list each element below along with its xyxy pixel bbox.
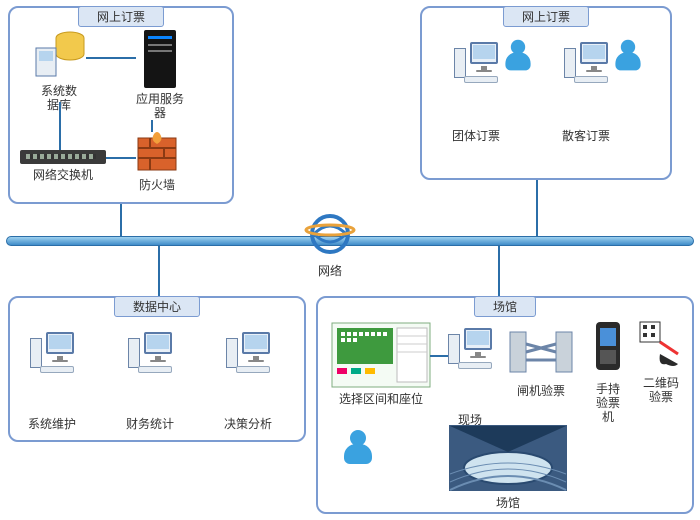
node-database: 系统数 据库 [32, 30, 86, 113]
network-label: 网络 [302, 265, 358, 279]
node-individual-booking: 散客订票 [562, 42, 610, 144]
node-decision: 决策分析 [224, 332, 272, 432]
group-data-center: 数据中心 系统维护 财务统计 决策分析 [8, 296, 306, 442]
node-label: 系统数 据库 [32, 85, 86, 113]
node-firewall: 防火墙 [136, 132, 178, 193]
connector [498, 245, 500, 297]
node-label: 手持 验票 机 [590, 383, 626, 424]
node-finance: 财务统计 [126, 332, 174, 432]
group-online-booking-client: 网上订票 团体订票 散客订票 [420, 6, 672, 180]
group-title: 网上订票 [503, 6, 589, 27]
node-maintenance: 系统维护 [28, 332, 76, 432]
node-label: 闸机验票 [506, 385, 576, 399]
node-group-booking: 团体订票 [452, 42, 500, 144]
node-label: 团体订票 [452, 130, 500, 144]
node-label: 应用服务 器 [136, 93, 184, 121]
node-switch: 网络交换机 [20, 150, 106, 183]
group-title: 数据中心 [114, 296, 200, 317]
node-handheld: 手持 验票 机 [590, 320, 626, 424]
node-label: 网络交换机 [20, 169, 106, 183]
seat-user-icon [340, 428, 376, 468]
connector [536, 180, 538, 237]
node-app-server: 应用服务 器 [136, 30, 184, 121]
node-gate: 闸机验票 [506, 322, 576, 399]
node-qr: 二维码 验票 [638, 320, 684, 405]
node-label: 财务统计 [126, 418, 174, 432]
node-seat-selection: 选择区间和座位 [328, 322, 434, 407]
node-label: 系统维护 [28, 418, 76, 432]
node-venue-image: 场馆 [448, 424, 568, 511]
node-label: 选择区间和座位 [328, 393, 434, 407]
group-online-booking-server: 网上订票 系统数 据库 应用服务 器 网络交换机 [8, 6, 234, 204]
node-label: 二维码 验票 [638, 377, 684, 405]
network-logo: 网络 [302, 210, 358, 279]
connector [158, 245, 160, 297]
node-label: 决策分析 [224, 418, 272, 432]
group-title: 场馆 [474, 296, 536, 317]
connector [120, 203, 122, 237]
node-label: 散客订票 [562, 130, 610, 144]
node-label: 场馆 [448, 497, 568, 511]
group-title: 网上订票 [78, 6, 164, 27]
node-label: 防火墙 [136, 179, 178, 193]
group-venue: 场馆 选择区间和座位 现场 售票 闸机验票 [316, 296, 694, 514]
